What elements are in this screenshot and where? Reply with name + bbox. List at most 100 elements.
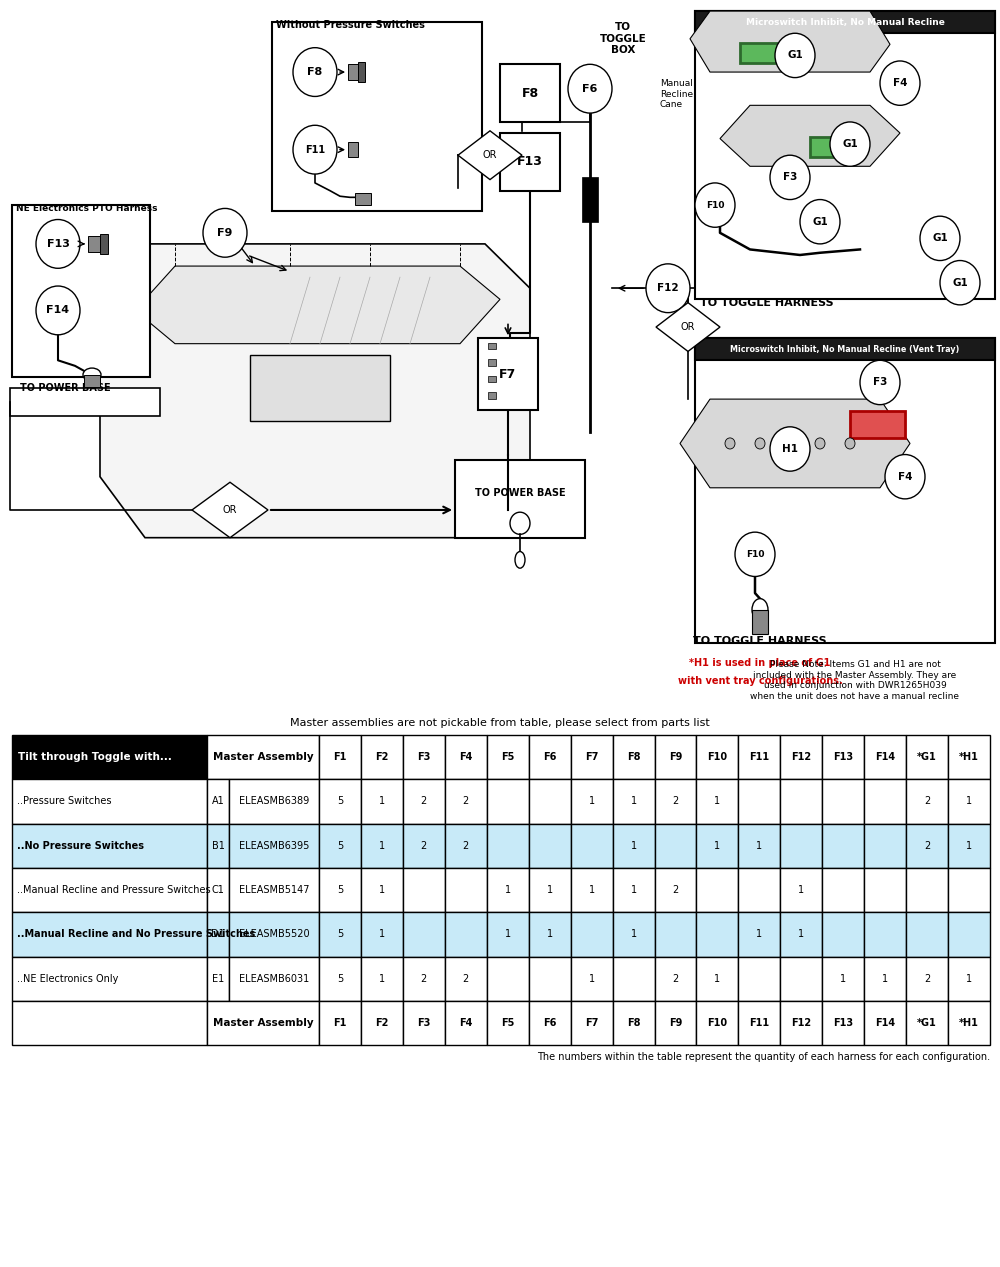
Bar (403, 912, 445, 957)
Text: *H1: *H1 (959, 753, 979, 761)
Bar (319, 868, 361, 912)
Text: F12: F12 (657, 284, 679, 293)
Text: 1: 1 (505, 886, 511, 895)
Bar (319, 957, 361, 1001)
Text: *G1: *G1 (917, 1019, 937, 1028)
Text: *H1 is used in place of G1: *H1 is used in place of G1 (689, 658, 831, 668)
Text: 2: 2 (672, 797, 679, 806)
Text: *G1: *G1 (917, 753, 937, 761)
Bar (207, 735, 319, 779)
Bar (361, 779, 403, 824)
Bar (487, 1001, 529, 1045)
Bar (613, 1001, 654, 1045)
Circle shape (293, 48, 337, 96)
Bar (571, 824, 613, 868)
Bar (12, 1001, 207, 1045)
Bar (948, 779, 990, 824)
Text: 1: 1 (379, 797, 385, 806)
Bar (529, 912, 571, 957)
Text: 1: 1 (840, 974, 846, 983)
Bar (906, 824, 948, 868)
Bar (403, 868, 445, 912)
Bar (780, 824, 822, 868)
Text: ..Pressure Switches: ..Pressure Switches (17, 797, 112, 806)
Text: F14: F14 (875, 1019, 895, 1028)
Text: Tilt through Toggle with...: Tilt through Toggle with... (18, 753, 172, 761)
Bar (822, 957, 864, 1001)
Bar (654, 824, 696, 868)
Text: F3: F3 (417, 753, 431, 761)
Bar (906, 779, 948, 824)
Bar (207, 912, 229, 957)
Bar (319, 735, 361, 779)
Bar (445, 824, 487, 868)
Bar (738, 824, 780, 868)
Bar (864, 912, 906, 957)
Bar (738, 1001, 780, 1045)
Text: B1: B1 (212, 841, 224, 850)
Text: F3: F3 (873, 378, 887, 388)
Text: 2: 2 (463, 974, 469, 983)
Bar (355, 193, 371, 205)
Bar (445, 868, 487, 912)
Text: F7: F7 (585, 753, 598, 761)
Polygon shape (720, 105, 900, 166)
Bar (613, 868, 654, 912)
Bar (12, 779, 990, 824)
Text: F4: F4 (898, 471, 912, 481)
Text: ..No Pressure Switches: ..No Pressure Switches (17, 841, 144, 850)
Bar (948, 868, 990, 912)
Text: ELEASMB5520: ELEASMB5520 (239, 930, 309, 939)
Text: F7: F7 (585, 1019, 598, 1028)
Text: 2: 2 (924, 974, 930, 983)
Text: C1: C1 (212, 886, 224, 895)
Ellipse shape (752, 599, 768, 621)
Text: F11: F11 (749, 1019, 769, 1028)
Bar (738, 735, 780, 779)
Bar (348, 142, 358, 157)
Text: OR: OR (223, 506, 237, 514)
Polygon shape (656, 303, 720, 351)
Bar (613, 779, 654, 824)
Circle shape (815, 438, 825, 449)
Bar (696, 868, 738, 912)
Bar (738, 868, 780, 912)
Bar (948, 735, 990, 779)
Bar (250, 355, 390, 421)
Bar (695, 11, 995, 33)
Bar (696, 735, 738, 779)
Text: ..Manual Recline and Pressure Switches: ..Manual Recline and Pressure Switches (17, 886, 211, 895)
Text: 1: 1 (756, 930, 762, 939)
Text: F11: F11 (305, 144, 325, 155)
Text: F7: F7 (499, 367, 517, 380)
Text: F12: F12 (791, 753, 811, 761)
Bar (780, 912, 822, 957)
Bar (613, 735, 654, 779)
Circle shape (770, 427, 810, 471)
Bar (906, 1001, 948, 1045)
Bar (12, 912, 990, 957)
Bar (571, 1001, 613, 1045)
Bar (207, 957, 229, 1001)
Text: F1: F1 (333, 753, 347, 761)
Bar (613, 912, 654, 957)
Circle shape (293, 125, 337, 174)
Bar (695, 338, 995, 360)
Text: F4: F4 (459, 753, 472, 761)
Bar (571, 779, 613, 824)
Bar (358, 62, 365, 82)
Bar (864, 957, 906, 1001)
Bar (695, 11, 995, 299)
Text: F6: F6 (582, 84, 598, 94)
Polygon shape (458, 131, 522, 180)
Bar (12, 205, 150, 378)
Bar (272, 23, 482, 210)
Text: 1: 1 (379, 841, 385, 850)
Bar (487, 779, 529, 824)
Bar (229, 912, 319, 957)
Bar (948, 957, 990, 1001)
Text: D1: D1 (211, 930, 225, 939)
Circle shape (880, 61, 920, 105)
Text: F6: F6 (543, 753, 556, 761)
Bar (361, 957, 403, 1001)
